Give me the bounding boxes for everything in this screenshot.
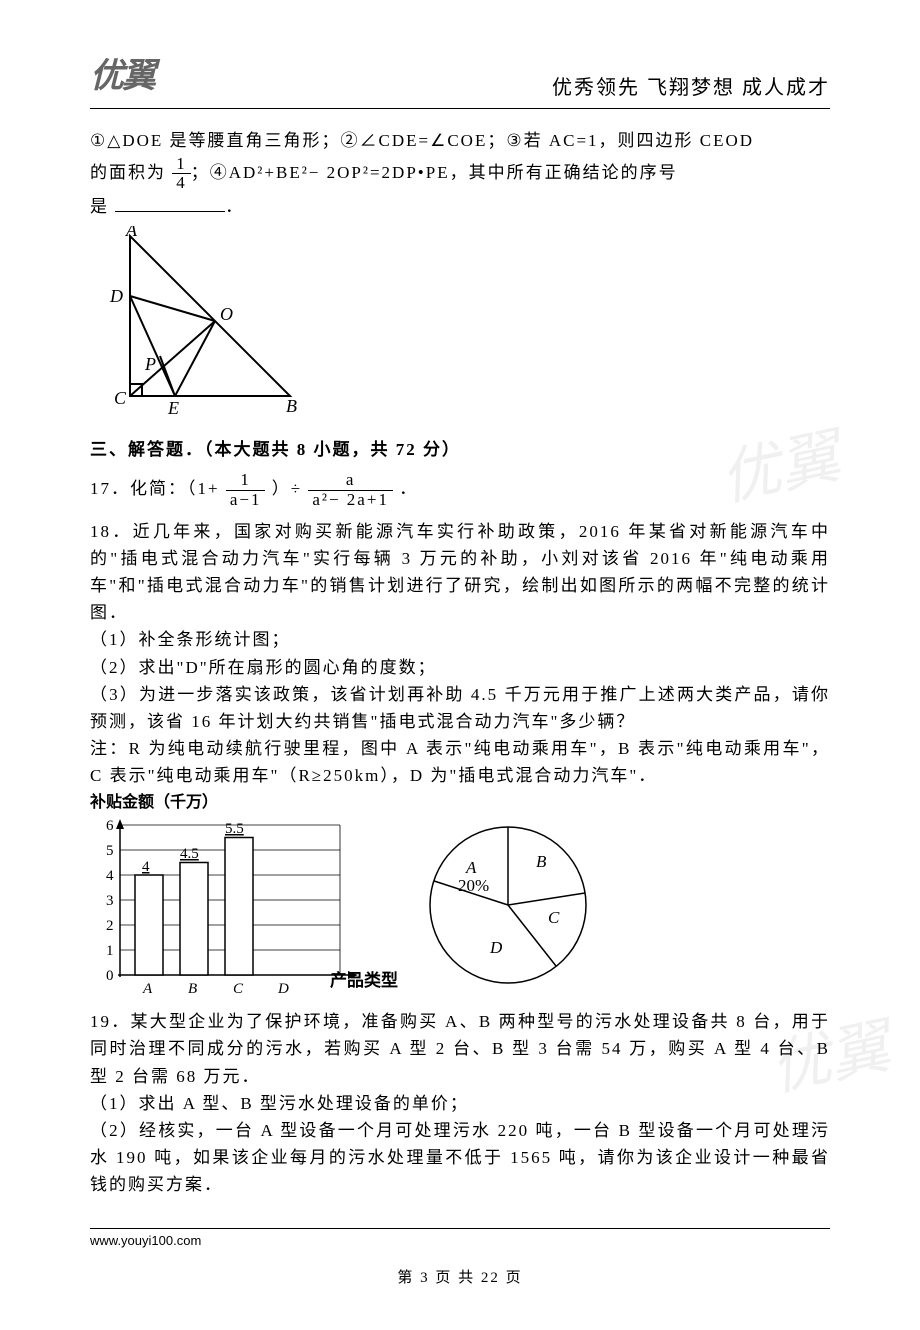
geom-label-A: A [125,226,138,240]
p19-q1: （1）求出 A 型、B 型污水处理设备的单价； [90,1090,830,1117]
p18-q3: （3）为进一步落实该政策，该省计划再补助 4.5 千万元用于推广上述两大类产品，… [90,681,830,735]
cat-B: B [188,981,197,997]
top-l3: 是 [90,197,109,216]
top-l1b: ∠CDE=∠COE； [360,131,507,150]
yt6: 6 [106,818,114,834]
yt5: 5 [106,843,114,859]
footer-url: www.youyi100.com [90,1228,830,1252]
pie-chart: A 20% B C D [418,815,598,995]
problem-17: 17．化简：（1+ 1 a−1 ）÷ a a²− 2a+1 ． [90,471,830,509]
p17-f2-den: a²− 2a+1 [308,491,393,510]
top-l2b: AD²+BE²− 2OP²=2DP•PE，其中所有正确结论的序号 [229,163,678,182]
geom-label-P: P [144,354,156,374]
problem-18: 18．近几年来，国家对购买新能源汽车实行补助政策，2016 年某省对新能源汽车中… [90,518,830,627]
section-3-title: 三、解答题．（本大题共 8 小题，共 72 分） [90,436,830,463]
logo-text: 优翼 [90,50,154,104]
yt3: 3 [106,893,114,909]
geom-label-O: O [220,304,233,324]
charts-row: 0 1 2 3 4 5 6 4 4.5 5.5 A B C [90,815,830,1000]
yt1: 1 [106,943,114,959]
circ-1: ① [90,131,107,150]
yt4: 4 [106,868,114,884]
page-number: 第 3 页 共 22 页 [90,1266,830,1290]
bar-C [225,838,253,976]
p19-q2: （2）经核实，一台 A 型设备一个月可处理污水 220 吨，一台 B 型设备一个… [90,1117,830,1199]
bar-B [180,863,208,976]
pie-D: D [489,938,503,957]
geom-label-B: B [286,396,297,416]
p17-mid: ）÷ [272,479,302,498]
p17-prefix: 17．化简：（1+ [90,479,220,498]
problem-19: 19．某大型企业为了保护环境，准备购买 A、B 两种型号的污水处理设备共 8 台… [90,1008,830,1090]
cat-D: D [277,981,289,997]
x-axis-label: 产品类型 [330,967,398,994]
p17-suffix: ． [399,479,418,498]
circ-3: ③ [506,131,523,150]
frac-1-4: 1 4 [172,155,191,193]
pie-A: A [465,858,477,877]
p18-q1: （1）补全条形统计图； [90,626,830,653]
top-l2a: 的面积为 [90,163,166,182]
bar-A [135,875,163,975]
circ-2: ② [341,131,360,150]
top-dot: ． [225,197,244,216]
cat-C: C [233,981,244,997]
bar-chart: 0 1 2 3 4 5 6 4 4.5 5.5 A B C [90,815,370,1000]
pie-A-pct: 20% [458,876,489,895]
top-l1c: 若 AC=1，则四边形 CEOD [524,131,754,150]
pie-B: B [536,852,547,871]
p17-frac1: 1 a−1 [226,471,266,509]
cat-A: A [142,981,153,997]
geom-label-D: D [109,286,123,306]
yt2: 2 [106,918,114,934]
header-motto: 优秀领先 飞翔梦想 成人成才 [552,72,830,104]
p17-f2-num: a [308,471,393,491]
yt0: 0 [106,968,114,984]
p17-f1-num: 1 [226,471,266,491]
frac-num: 1 [172,155,191,175]
p17-frac2: a a²− 2a+1 [308,471,393,509]
frac-den: 4 [172,174,191,193]
p18-note: 注：R 为纯电动续航行驶里程，图中 A 表示"纯电动乘用车"，B 表示"纯电动乘… [90,735,830,789]
geometry-figure: A B C D E O P [90,226,310,416]
top-l1a: △DOE 是等腰直角三角形； [107,131,340,150]
geom-label-E: E [167,398,179,416]
pie-C: C [548,908,560,927]
p18-q2: （2）求出"D"所在扇形的圆心角的度数； [90,654,830,681]
top-l2mid: ； [191,163,210,182]
top-block: ①△DOE 是等腰直角三角形；②∠CDE=∠COE；③若 AC=1，则四边形 C… [90,127,830,220]
geom-label-C: C [114,388,127,408]
bar-B-val: 4.5 [180,846,199,862]
circ-4: ④ [210,163,229,182]
answer-blank[interactable] [115,194,225,212]
bar-chart-title: 补贴金额（千万） [90,790,830,816]
page-header: 优翼 优秀领先 飞翔梦想 成人成才 [90,50,830,109]
bar-A-val: 4 [142,859,150,875]
p17-f1-den: a−1 [226,491,266,510]
bar-C-val: 5.5 [225,821,244,837]
